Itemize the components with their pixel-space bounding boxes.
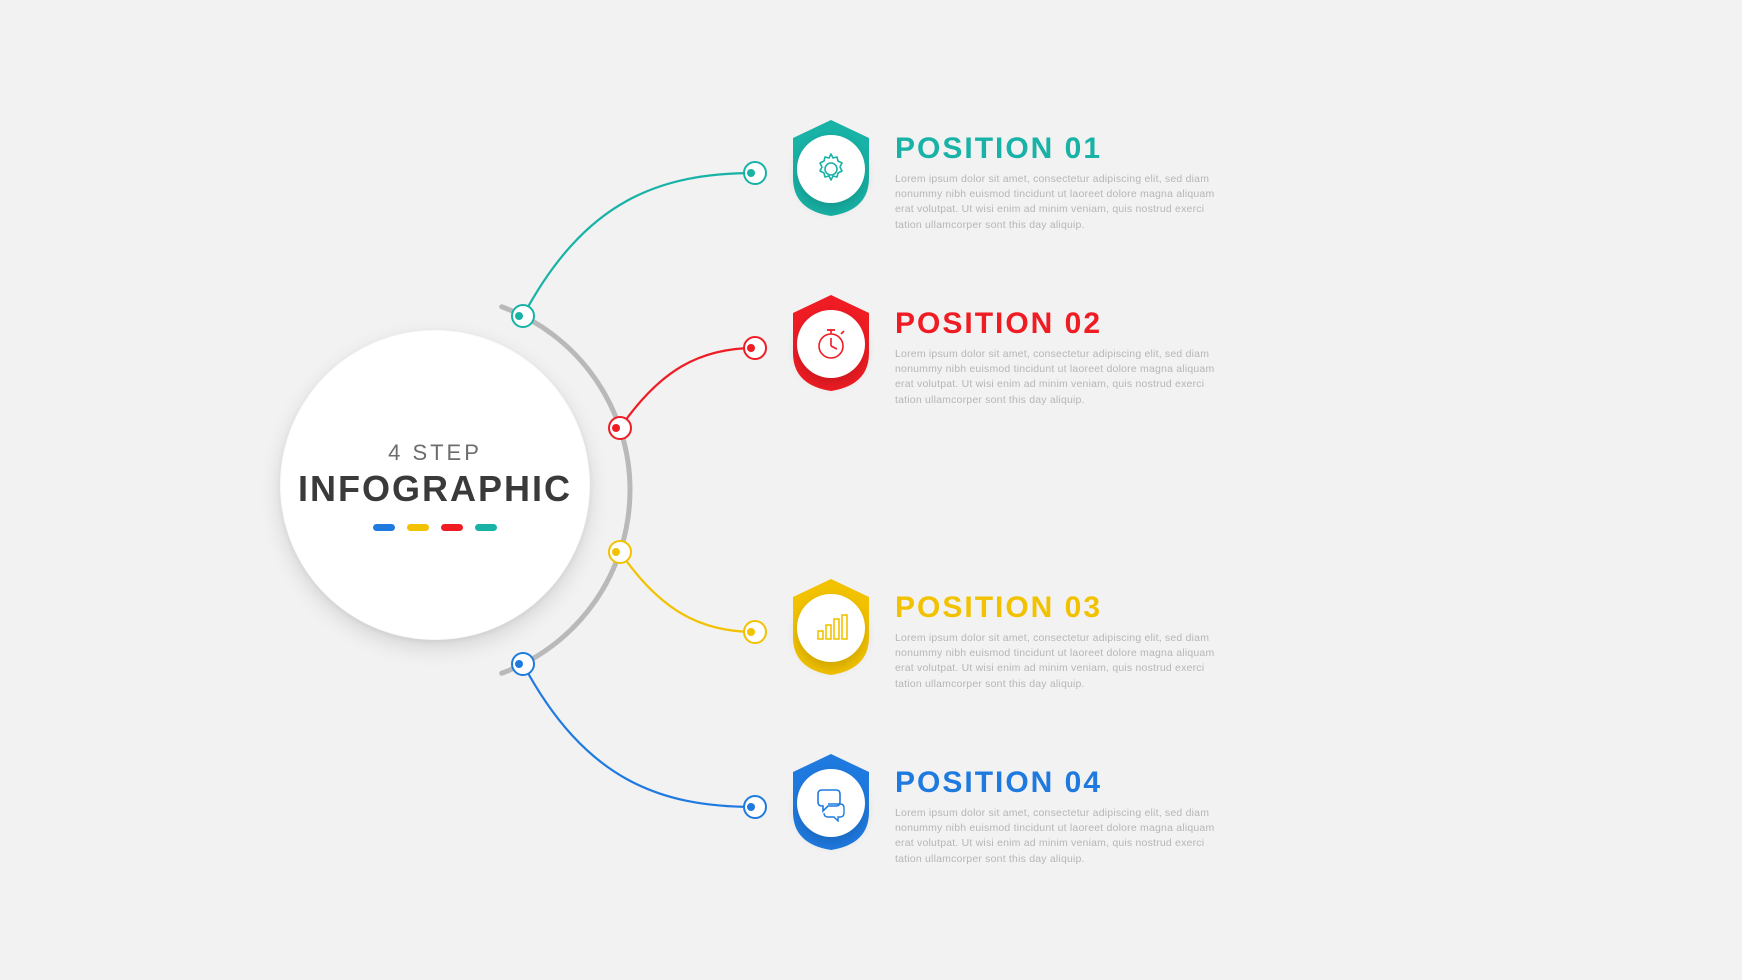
step-badge-01	[785, 118, 877, 218]
center-title: INFOGRAPHIC	[298, 468, 572, 510]
center-dash	[475, 524, 497, 531]
step-description: Lorem ipsum dolor sit amet, consectetur …	[895, 172, 1215, 233]
connector-start-node	[511, 652, 535, 676]
badge-inner-circle	[797, 135, 865, 203]
center-circle: 4 STEP INFOGRAPHIC	[280, 330, 590, 640]
step-badge-03	[785, 577, 877, 677]
step-title: POSITION 03	[895, 591, 1215, 625]
step-description: Lorem ipsum dolor sit amet, consectetur …	[895, 806, 1215, 867]
connector-end-node	[743, 620, 767, 644]
center-dash	[373, 524, 395, 531]
step-text-03: POSITION 03 Lorem ipsum dolor sit amet, …	[895, 591, 1215, 692]
bars-icon	[812, 609, 850, 647]
connector-end-node	[743, 161, 767, 185]
step-title: POSITION 01	[895, 132, 1215, 166]
step-text-01: POSITION 01 Lorem ipsum dolor sit amet, …	[895, 132, 1215, 233]
step-badge-04	[785, 752, 877, 852]
step-description: Lorem ipsum dolor sit amet, consectetur …	[895, 347, 1215, 408]
connector-start-node	[511, 304, 535, 328]
connector-start-node	[608, 416, 632, 440]
step-description: Lorem ipsum dolor sit amet, consectetur …	[895, 631, 1215, 692]
infographic-stage: 4 STEP INFOGRAPHIC POSITION 01 Lorem ips…	[0, 0, 1742, 980]
connector-end-node	[743, 795, 767, 819]
gear-icon	[812, 150, 850, 188]
connector-start-node	[608, 540, 632, 564]
step-text-02: POSITION 02 Lorem ipsum dolor sit amet, …	[895, 307, 1215, 408]
badge-inner-circle	[797, 594, 865, 662]
chat-icon	[812, 784, 850, 822]
step-title: POSITION 04	[895, 766, 1215, 800]
center-subtitle: 4 STEP	[388, 440, 482, 466]
center-color-dashes	[373, 524, 497, 531]
badge-inner-circle	[797, 769, 865, 837]
step-badge-02	[785, 293, 877, 393]
center-dash	[407, 524, 429, 531]
connector-end-node	[743, 336, 767, 360]
step-text-04: POSITION 04 Lorem ipsum dolor sit amet, …	[895, 766, 1215, 867]
center-dash	[441, 524, 463, 531]
badge-inner-circle	[797, 310, 865, 378]
step-title: POSITION 02	[895, 307, 1215, 341]
stopwatch-icon	[812, 325, 850, 363]
